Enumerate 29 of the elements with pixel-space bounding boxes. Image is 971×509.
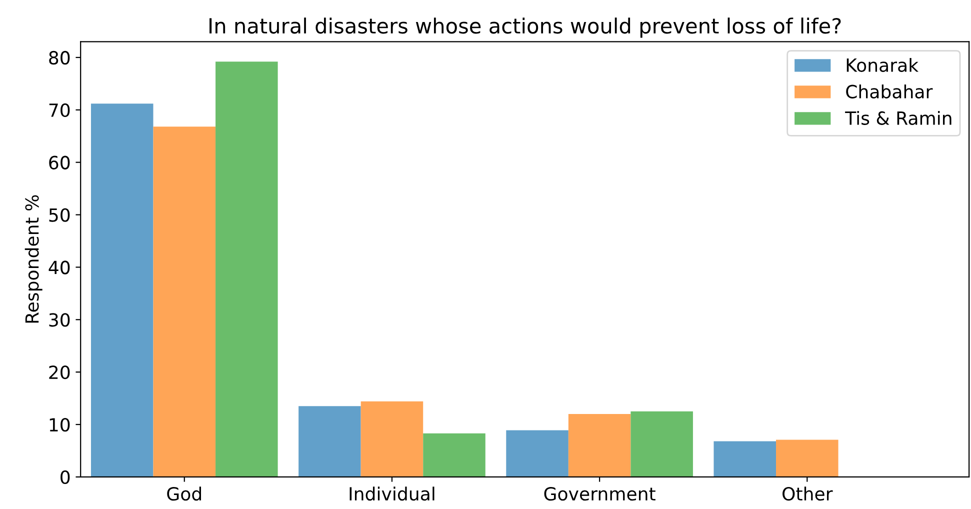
legend-label: Chabahar <box>846 84 933 98</box>
y-tick-label: 50 <box>49 208 70 222</box>
bar <box>298 406 361 477</box>
bar <box>90 104 154 477</box>
bar <box>216 62 278 477</box>
bar <box>360 401 424 477</box>
y-tick-label: 20 <box>49 366 70 380</box>
bar <box>506 430 568 477</box>
y-tick-label: 10 <box>50 418 70 432</box>
bar <box>714 441 776 477</box>
x-tick-label: God <box>167 486 201 501</box>
y-axis-title: Respondent % <box>24 195 42 323</box>
y-tick-label: 80 <box>49 50 70 65</box>
y-tick-label: 40 <box>48 260 70 274</box>
x-tick-label: Individual <box>350 486 434 501</box>
chart-title: In natural disasters whose actions would prevent loss of life? <box>210 18 841 38</box>
y-tick-label: 60 <box>49 156 70 170</box>
bar <box>423 433 486 477</box>
bar <box>568 414 631 477</box>
bar <box>776 440 838 477</box>
bar <box>153 126 216 477</box>
legend-label: Tis & Ramin <box>845 110 952 125</box>
legend-label: Konarak <box>846 58 918 72</box>
bar <box>630 411 693 477</box>
x-tick-label: Government <box>544 486 656 501</box>
y-tick-label: 0 <box>60 470 70 484</box>
y-tick-label: 30 <box>49 313 70 327</box>
x-tick-label: Other <box>782 486 833 501</box>
y-tick-label: 70 <box>49 103 70 118</box>
